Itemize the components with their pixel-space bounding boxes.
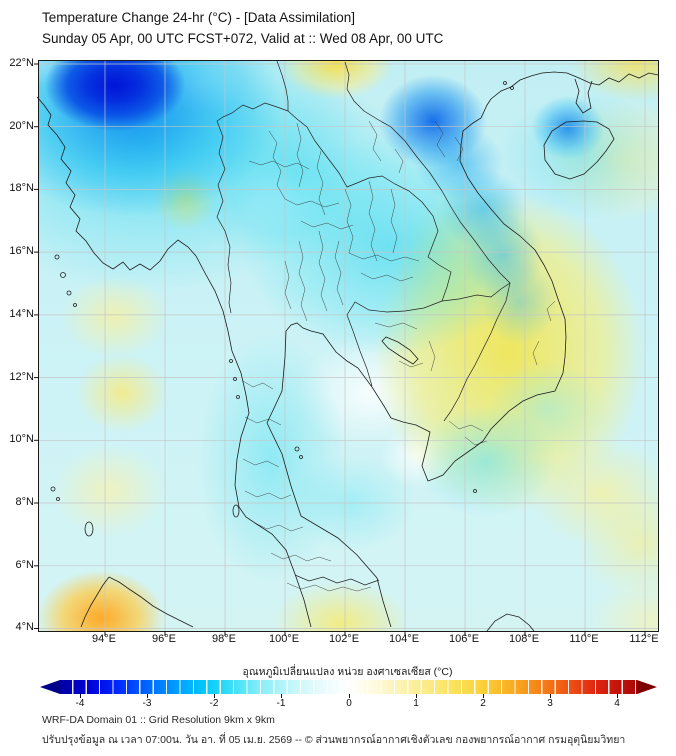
islands: [50, 81, 514, 537]
grid-lines: [39, 61, 658, 631]
temperature-anomaly-field: [39, 61, 658, 631]
colorbar-tick-label: 3: [547, 698, 553, 709]
lat-tick-label: 10°N: [9, 433, 34, 445]
map-overlay: [34, 60, 659, 636]
colorbar-tick-mark: [214, 694, 215, 698]
colorbar-tick-label: -3: [142, 698, 152, 709]
colorbar-tick-label: -1: [276, 698, 286, 709]
colorbar-tick-label: -2: [209, 698, 219, 709]
coastline-west: [36, 96, 312, 628]
province-boundaries: [242, 120, 556, 592]
lat-tick-label: 20°N: [9, 120, 34, 132]
page-subtitle: Sunday 05 Apr, 00 UTC FCST+072, Valid at…: [42, 31, 444, 46]
lat-tick-label: 8°N: [15, 496, 34, 508]
colorbar-tick-mark: [147, 694, 148, 698]
colorbar-min-arrow: [40, 680, 60, 694]
colorbar-tick-mark: [349, 694, 350, 698]
lon-tick-label: 110°E: [569, 633, 599, 645]
coastline-gulf-vietnam-china: [266, 71, 659, 628]
lon-tick-label: 104°E: [388, 633, 420, 645]
colorbar-tick-mark: [550, 694, 551, 698]
lon-tick-label: 100°E: [268, 633, 300, 645]
colorbar-tick-label: 1: [413, 698, 419, 709]
colorbar-tick-mark: [617, 694, 618, 698]
coastline-leizhou: [574, 78, 593, 114]
colorbar-max-arrow: [637, 680, 657, 694]
colorbar-tick-mark: [80, 694, 81, 698]
axis-tick-marks: [34, 63, 646, 636]
lon-tick-label: 94°E: [92, 633, 116, 645]
coastline-borneo: [486, 613, 535, 632]
colorbar-tick-mark: [281, 694, 282, 698]
country-borders: [216, 60, 511, 586]
lat-tick-label: 18°N: [9, 182, 34, 194]
coastlines: [36, 71, 659, 632]
lat-tick-label: 12°N: [9, 371, 34, 383]
colorbar-gradient: [60, 680, 637, 694]
lat-tick-label: 16°N: [9, 245, 34, 257]
colorbar-tick-label: 4: [614, 698, 620, 709]
colorbar-tick-label: 2: [480, 698, 486, 709]
footer-domain-info: WRF-DA Domain 01 :: Grid Resolution 9km …: [42, 714, 275, 726]
weather-map: [34, 60, 659, 636]
lon-tick-label: 102°E: [328, 633, 360, 645]
footer-update-credit: ปรับปรุงข้อมูล ณ เวลา 07:00น. วัน อา. ที…: [42, 734, 626, 746]
colorbar-tick-label: 0: [346, 698, 352, 709]
lat-tick-label: 6°N: [15, 559, 34, 571]
title-block: Temperature Change 24-hr (°C) - [Data As…: [42, 7, 443, 49]
colorbar-tick-mark: [483, 694, 484, 698]
colorbar: -4 -3 -2 -1 0 1 2 3 4: [40, 680, 657, 710]
coastline-hainan: [543, 120, 615, 180]
lat-tick-label: 14°N: [9, 308, 34, 320]
lon-tick-label: 98°E: [212, 633, 236, 645]
lon-tick-label: 108°E: [508, 633, 540, 645]
page-title: Temperature Change 24-hr (°C) - [Data As…: [42, 10, 356, 25]
lake-tonle-sap: [381, 336, 419, 365]
colorbar-tick-mark: [416, 694, 417, 698]
lat-tick-label: 4°N: [15, 621, 34, 633]
lon-tick-label: 96°E: [152, 633, 176, 645]
lat-tick-label: 22°N: [9, 57, 34, 69]
lon-tick-label: 106°E: [448, 633, 480, 645]
colorbar-tick-label: -4: [75, 698, 85, 709]
colorbar-label: อุณหภูมิเปลี่ยนแปลง หน่วย องศาเซลเซียส (…: [242, 666, 453, 678]
coastline-sumatra: [80, 576, 194, 628]
lon-tick-label: 112°E: [629, 633, 659, 645]
